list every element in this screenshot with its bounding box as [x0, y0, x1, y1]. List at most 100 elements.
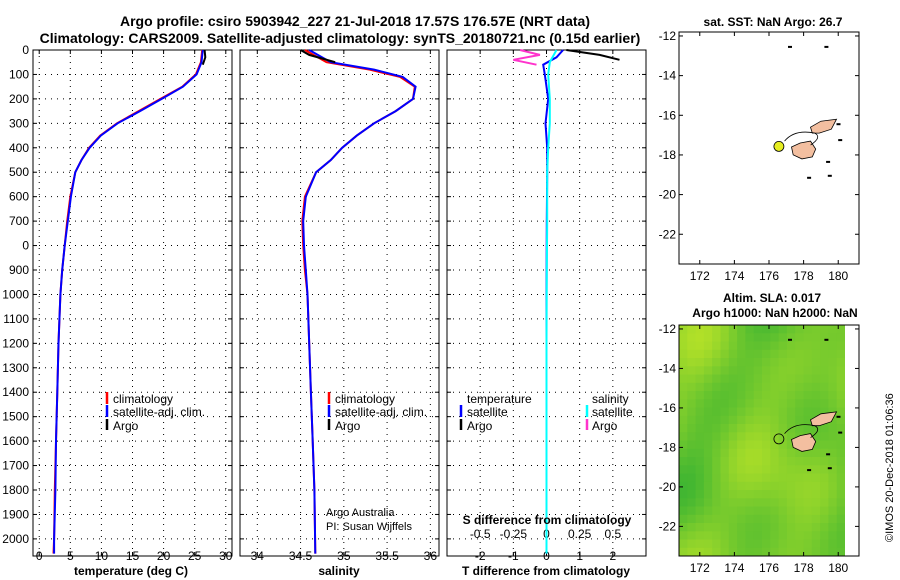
sla-cell: [745, 349, 755, 359]
small-island: [838, 139, 843, 142]
sla-cell: [795, 415, 804, 425]
sla-cell: [828, 358, 838, 367]
sla-cell: [745, 415, 755, 425]
series-line-satellite-adj-clim-: [53, 49, 204, 554]
sla-cell: [703, 382, 713, 392]
sla-cell: [695, 473, 705, 483]
sla-cell: [703, 349, 713, 359]
sla-cell: [753, 523, 763, 532]
sla-cell: [712, 473, 721, 483]
y-tick-label: 1100: [3, 312, 29, 326]
sla-cell: [786, 349, 796, 359]
sla-cell: [828, 407, 838, 417]
sla-cell: [679, 523, 688, 532]
sla-map-title-line1: Altim. SLA: 0.017: [723, 291, 821, 305]
sla-cell: [762, 481, 771, 491]
sla-cell: [828, 523, 838, 532]
sla-cell: [728, 473, 738, 483]
sla-cell: [803, 481, 813, 491]
sla-cell: [720, 481, 730, 491]
legend-sat-label: satellite-adj. clim.: [335, 405, 427, 419]
sla-cell: [720, 399, 730, 409]
sla-cell: [712, 457, 721, 466]
sla-cell: [820, 465, 829, 475]
sla-cell: [703, 448, 713, 458]
sla-cell: [745, 539, 755, 549]
sla-cell: [712, 424, 721, 433]
sla-cell: [679, 506, 688, 516]
sla-cell: [836, 341, 845, 351]
sla-cell: [828, 490, 838, 499]
sla-cell: [695, 457, 705, 466]
sla-cell: [803, 547, 813, 556]
sla-cell: [687, 539, 697, 549]
sla-cell: [728, 539, 738, 549]
sla-cell: [836, 407, 845, 417]
sla-cell: [737, 440, 746, 450]
sla-cell: [703, 473, 713, 483]
sla-cell: [720, 415, 730, 425]
sla-cell: [695, 481, 705, 491]
sla-cell: [770, 325, 780, 334]
sla-cell: [811, 341, 821, 351]
sla-cell: [687, 473, 697, 483]
sla-cell: [745, 366, 755, 376]
salinity-axis-label: salinity: [318, 564, 360, 578]
sla-cell: [762, 391, 771, 400]
sla-cell: [836, 325, 845, 334]
sla-cell: [712, 407, 721, 417]
small-island: [807, 176, 812, 179]
sla-cell: [728, 391, 738, 400]
sla-cell: [770, 498, 780, 508]
sla-cell: [762, 440, 771, 450]
sla-cell: [762, 382, 771, 392]
series-line-salinity-argo: [513, 49, 541, 66]
sla-cell: [828, 547, 838, 556]
sla-cell: [828, 539, 838, 549]
sla-cell: [679, 490, 688, 499]
sla-cell: [720, 465, 730, 475]
sla-cell: [737, 432, 746, 442]
sla-cell: [728, 341, 738, 351]
sla-cell: [795, 448, 804, 458]
sla-cell: [811, 465, 821, 475]
imos-watermark: ©IMOS 20-Dec-2018 01:06:36: [884, 393, 896, 542]
sla-cell: [753, 490, 763, 499]
sla-cell: [770, 448, 780, 458]
viti-levu-island: [791, 140, 817, 160]
sla-cell: [687, 465, 697, 475]
sla-cell: [753, 391, 763, 400]
x-tick-label: 30: [219, 549, 233, 563]
sla-cell: [695, 448, 705, 458]
small-island: [838, 431, 843, 434]
y-tick-label: 1800: [2, 483, 29, 497]
sla-cell: [795, 424, 804, 433]
sla-cell: [836, 523, 845, 532]
sla-cell: [820, 382, 829, 392]
sla-cell: [811, 448, 821, 458]
sla-cell: [803, 382, 813, 392]
sla-cell: [836, 547, 845, 556]
sla-cell: [745, 399, 755, 409]
sla-cell: [828, 432, 838, 442]
sla-cell: [679, 325, 688, 334]
map-x-tick-label: 172: [690, 269, 710, 283]
sla-cell: [712, 506, 721, 516]
sla-cell: [811, 531, 821, 541]
sla-cell: [820, 448, 829, 458]
sla-cell: [712, 448, 721, 458]
sla-cell: [695, 382, 705, 392]
map-x-tick-label: 178: [794, 269, 814, 283]
sla-cell: [795, 531, 804, 541]
sla-cell: [836, 481, 845, 491]
sla-cell: [811, 539, 821, 549]
sla-cell: [720, 333, 730, 343]
sla-cell: [703, 325, 713, 334]
sla-cell: [803, 473, 813, 483]
x-tick-label: 35.5: [375, 549, 399, 563]
sla-cell: [695, 358, 705, 367]
sla-cell: [703, 481, 713, 491]
sla-cell: [737, 514, 746, 524]
series-line-argo: [201, 49, 207, 66]
s-difference-axis-label: S difference from climatology: [463, 513, 632, 527]
